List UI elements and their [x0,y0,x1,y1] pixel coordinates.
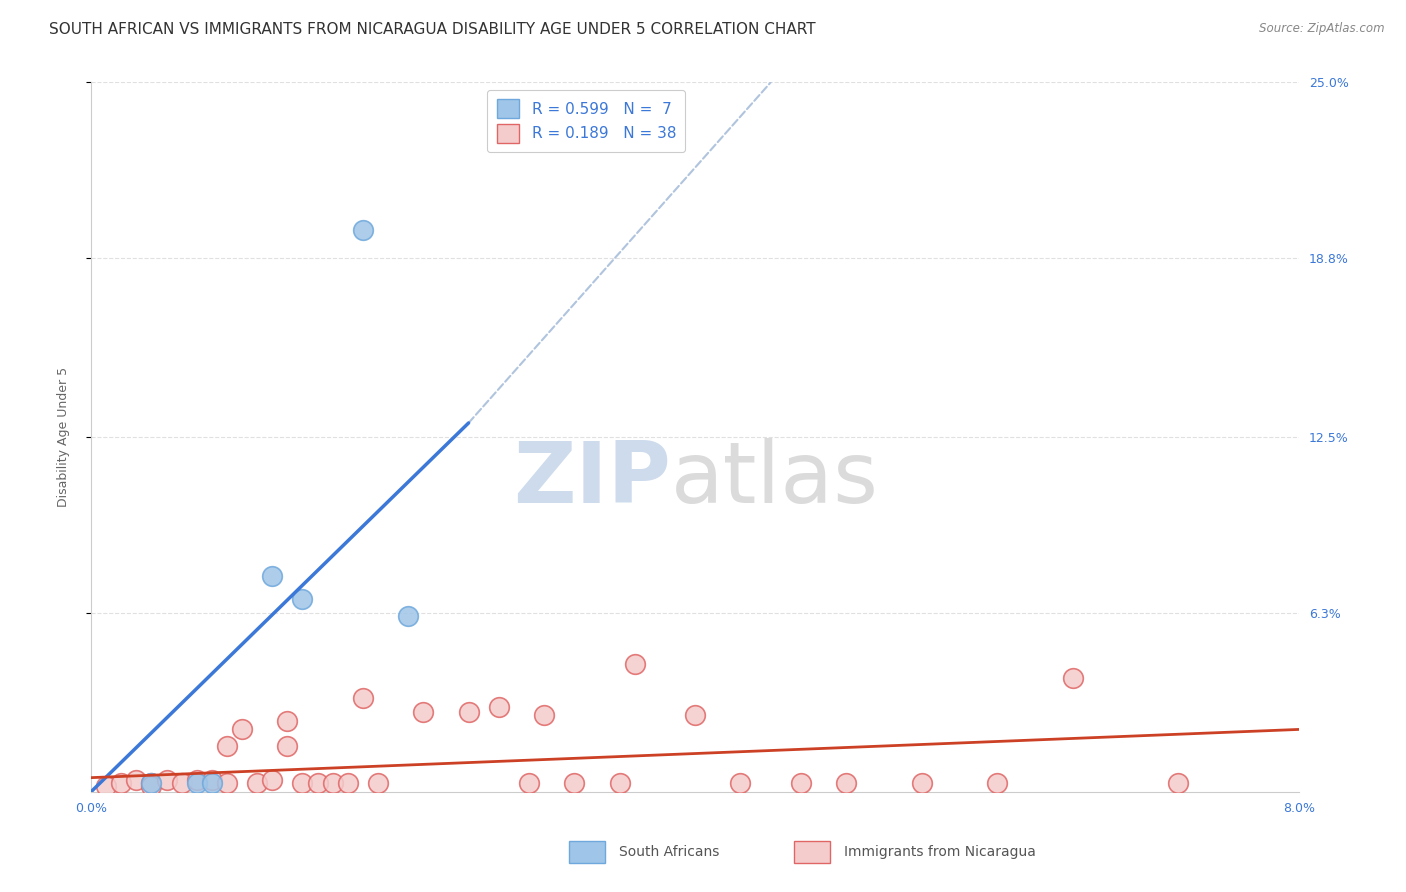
Text: atlas: atlas [671,438,879,521]
Point [110,776,132,790]
Point [562,776,585,790]
Point [352,223,374,237]
Point [262,773,284,788]
Point [94,779,117,793]
Point [186,776,208,790]
Point [457,706,479,720]
Point [246,776,269,790]
Legend: R = 0.599   N =  7, R = 0.189   N = 38: R = 0.599 N = 7, R = 0.189 N = 38 [488,90,685,152]
Point [276,739,298,754]
Point [1062,671,1084,685]
Point [201,773,224,788]
Point [186,773,208,788]
Text: Immigrants from Nicaragua: Immigrants from Nicaragua [844,845,1035,859]
Point [336,776,359,790]
Point [911,776,934,790]
Point [170,776,193,790]
Point [533,708,555,723]
Point [215,739,238,754]
Point [322,776,344,790]
Y-axis label: Disability Age Under 5: Disability Age Under 5 [58,368,70,508]
Point [488,699,510,714]
Point [835,776,858,790]
Point [790,776,813,790]
Point [1167,776,1189,790]
Point [215,776,238,790]
Point [986,776,1008,790]
Point [412,706,434,720]
Point [730,776,752,790]
Text: SOUTH AFRICAN VS IMMIGRANTS FROM NICARAGUA DISABILITY AGE UNDER 5 CORRELATION CH: SOUTH AFRICAN VS IMMIGRANTS FROM NICARAG… [49,22,815,37]
Point [291,591,314,606]
Point [396,608,419,623]
Point [623,657,645,672]
Point [291,776,314,790]
Point [609,776,631,790]
Point [141,776,163,790]
Text: South Africans: South Africans [619,845,718,859]
Point [141,776,163,790]
Point [125,773,148,788]
Point [683,708,706,723]
Text: Source: ZipAtlas.com: Source: ZipAtlas.com [1260,22,1385,36]
Point [231,723,253,737]
Point [352,691,374,706]
Point [276,714,298,728]
Point [307,776,329,790]
Point [141,779,163,793]
Point [367,776,389,790]
Point [517,776,540,790]
Point [155,773,177,788]
Point [262,569,284,583]
Text: ZIP: ZIP [513,438,671,521]
Point [201,776,224,790]
